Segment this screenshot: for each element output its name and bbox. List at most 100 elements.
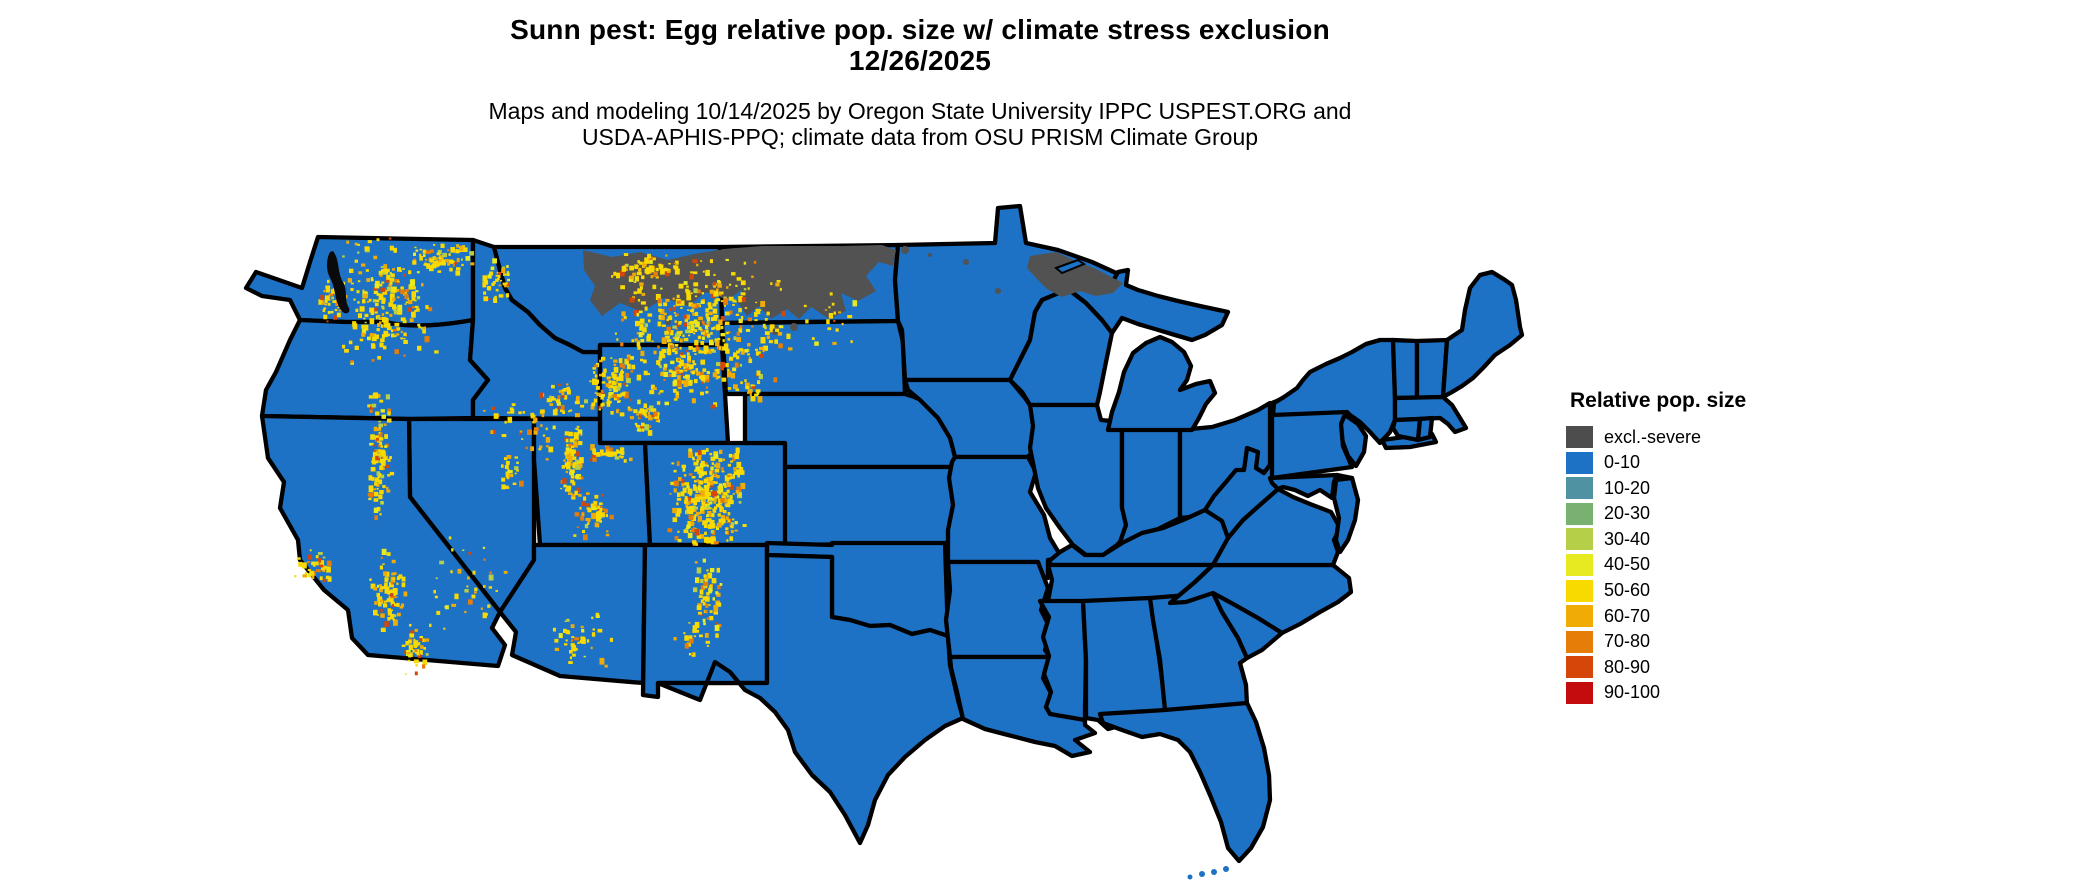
population-speckle bbox=[381, 306, 385, 310]
population-speckle bbox=[725, 349, 729, 354]
population-speckle bbox=[669, 344, 674, 349]
population-speckle bbox=[709, 585, 712, 588]
population-speckle bbox=[597, 505, 601, 509]
population-speckle bbox=[400, 289, 405, 295]
population-speckle bbox=[331, 289, 336, 294]
population-speckle bbox=[380, 266, 384, 269]
legend-label: 20-30 bbox=[1604, 503, 1651, 524]
population-speckle bbox=[501, 464, 504, 468]
population-speckle bbox=[495, 288, 499, 292]
population-speckle bbox=[593, 398, 598, 403]
population-speckle bbox=[683, 314, 687, 319]
population-speckle bbox=[383, 330, 389, 337]
state-florida bbox=[1097, 700, 1273, 864]
population-speckle bbox=[539, 445, 543, 449]
population-speckle bbox=[401, 576, 406, 582]
population-speckle bbox=[574, 400, 580, 405]
population-speckle bbox=[685, 367, 690, 371]
population-speckle bbox=[770, 329, 773, 333]
population-speckle bbox=[723, 296, 727, 299]
population-speckle bbox=[599, 359, 603, 363]
population-speckle bbox=[302, 574, 307, 578]
population-speckle bbox=[712, 281, 716, 286]
population-speckle bbox=[569, 656, 572, 660]
population-speckle bbox=[448, 259, 454, 264]
population-speckle bbox=[637, 260, 640, 264]
population-speckle bbox=[566, 453, 571, 459]
population-speckle bbox=[425, 263, 431, 267]
population-speckle bbox=[497, 275, 501, 278]
population-speckle bbox=[574, 637, 579, 641]
population-speckle bbox=[421, 326, 424, 330]
population-speckle bbox=[616, 338, 619, 341]
population-speckle bbox=[726, 286, 729, 289]
population-speckle bbox=[564, 643, 568, 646]
population-speckle bbox=[748, 389, 753, 394]
population-speckle bbox=[368, 485, 374, 493]
population-speckle bbox=[363, 293, 368, 299]
population-speckle bbox=[735, 284, 738, 287]
population-speckle bbox=[564, 431, 570, 436]
population-speckle bbox=[566, 618, 570, 622]
population-speckle bbox=[699, 480, 704, 485]
population-speckle bbox=[402, 319, 407, 324]
population-speckle bbox=[575, 439, 578, 442]
population-speckle bbox=[373, 507, 379, 513]
population-speckle bbox=[723, 298, 728, 305]
population-speckle bbox=[541, 414, 545, 418]
population-speckle bbox=[702, 336, 705, 340]
population-speckle bbox=[369, 307, 375, 313]
population-speckle bbox=[606, 401, 611, 405]
population-speckle bbox=[506, 265, 509, 268]
population-speckle bbox=[587, 522, 590, 525]
population-speckle bbox=[636, 342, 641, 347]
population-speckle bbox=[373, 392, 379, 399]
population-speckle bbox=[721, 495, 726, 500]
population-speckle bbox=[642, 332, 645, 336]
population-speckle bbox=[611, 374, 616, 378]
population-speckle bbox=[434, 257, 438, 261]
population-speckle bbox=[594, 364, 598, 368]
population-speckle bbox=[696, 580, 699, 583]
population-speckle bbox=[386, 599, 389, 603]
population-speckle bbox=[714, 506, 718, 510]
population-speckle bbox=[373, 426, 378, 432]
population-speckle bbox=[742, 524, 747, 527]
population-speckle bbox=[673, 312, 677, 314]
population-speckle bbox=[619, 363, 625, 368]
legend-item-0-10: 0-10 bbox=[1566, 451, 1826, 474]
population-speckle bbox=[679, 321, 682, 323]
population-speckle bbox=[680, 491, 685, 497]
population-speckle bbox=[618, 358, 623, 364]
population-speckle bbox=[599, 453, 603, 457]
population-speckle bbox=[620, 447, 625, 451]
population-speckle bbox=[632, 272, 637, 276]
population-speckle bbox=[322, 578, 327, 582]
population-speckle bbox=[712, 524, 716, 529]
population-speckle bbox=[722, 339, 725, 343]
population-speckle bbox=[623, 316, 627, 320]
population-speckle bbox=[584, 399, 588, 404]
population-speckle bbox=[677, 358, 681, 361]
population-speckle bbox=[691, 653, 694, 655]
population-speckle bbox=[738, 348, 744, 352]
population-speckle bbox=[367, 336, 371, 341]
population-speckle bbox=[408, 270, 412, 275]
population-speckle bbox=[666, 318, 669, 322]
population-speckle bbox=[554, 638, 559, 643]
population-speckle bbox=[714, 625, 720, 631]
population-speckle bbox=[330, 310, 334, 314]
population-speckle bbox=[721, 470, 725, 473]
population-speckle bbox=[647, 411, 650, 415]
population-speckle bbox=[380, 287, 386, 292]
population-speckle bbox=[720, 522, 724, 526]
population-speckle bbox=[429, 623, 432, 627]
population-speckle bbox=[600, 394, 606, 397]
population-speckle bbox=[569, 469, 574, 476]
population-speckle bbox=[533, 418, 538, 423]
population-speckle bbox=[392, 297, 396, 301]
population-speckle bbox=[725, 311, 730, 316]
population-speckle bbox=[616, 376, 622, 381]
population-speckle bbox=[312, 563, 316, 567]
population-speckle bbox=[376, 437, 380, 442]
